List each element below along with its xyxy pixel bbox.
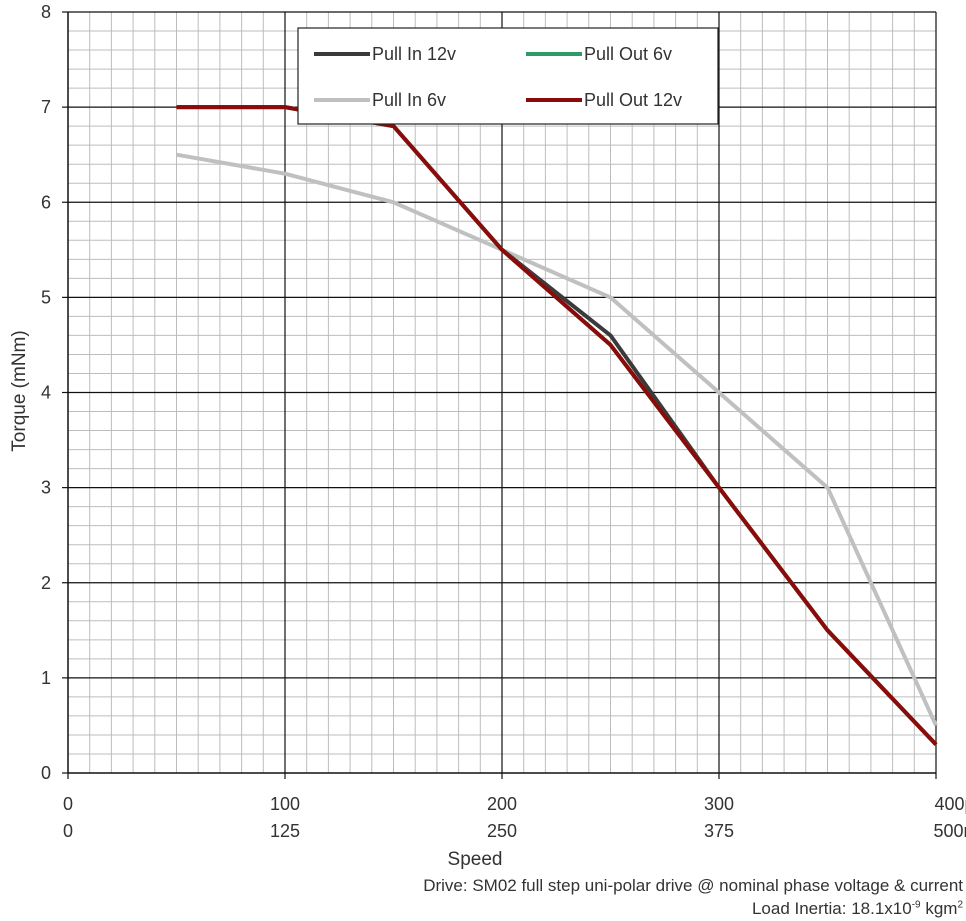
- drive-note: Drive: SM02 full step uni-polar drive @ …: [423, 876, 963, 895]
- axes: [62, 11, 937, 779]
- inertia-exponent: -9: [911, 899, 921, 911]
- x-tick-label-rpm: 250: [487, 821, 517, 841]
- legend-label: Pull Out 12v: [584, 90, 682, 110]
- x-tick-label-pps: 400pps: [934, 794, 966, 814]
- y-tick-labels: 0 1 2 3 4 5 6 7 8: [41, 2, 51, 783]
- legend-box: [297, 27, 719, 125]
- y-tick-label: 2: [41, 573, 51, 593]
- y-tick-label: 0: [41, 763, 51, 783]
- x-tick-label-pps: 200: [487, 794, 517, 814]
- major-grid: [68, 11, 937, 773]
- y-tick-label: 4: [41, 383, 51, 403]
- y-tick-label: 5: [41, 287, 51, 307]
- legend: Pull In 12v Pull Out 6v Pull In 6v Pull Out…: [297, 27, 719, 125]
- inertia-unit-exponent: 2: [957, 899, 963, 911]
- x-tick-label-pps: 100: [270, 794, 300, 814]
- legend-label: Pull In 12v: [372, 44, 456, 64]
- x-tick-label-pps: 300: [704, 794, 734, 814]
- y-tick-label: 3: [41, 478, 51, 498]
- inertia-unit: kgm: [920, 899, 958, 918]
- load-inertia-note: Load Inertia: 18.1x10-9 kgm2: [752, 899, 963, 919]
- x-tick-label-rpm: 375: [704, 821, 734, 841]
- x-tick-label-pps: 0: [63, 794, 73, 814]
- x-tick-label-rpm: 0: [63, 821, 73, 841]
- series-line-pull-in-6v: [176, 152, 938, 727]
- y-tick-label: 7: [41, 97, 51, 117]
- legend-label: Pull In 6v: [372, 90, 446, 110]
- y-axis-title: Torque (mNm): [9, 330, 30, 451]
- x-tick-labels: 0 0 100 125 200 250 300 375 400pps 500rpm: [63, 794, 966, 841]
- legend-label: Pull Out 6v: [584, 44, 672, 64]
- y-tick-label: 8: [41, 2, 51, 22]
- y-tick-label: 1: [41, 668, 51, 688]
- x-axis-title: Speed: [448, 849, 503, 870]
- inertia-label: Load Inertia: 18.1x10: [751, 899, 912, 918]
- x-tick-label-rpm: 500rpm: [933, 821, 966, 841]
- y-tick-label: 6: [41, 192, 51, 212]
- x-tick-label-rpm: 125: [270, 821, 300, 841]
